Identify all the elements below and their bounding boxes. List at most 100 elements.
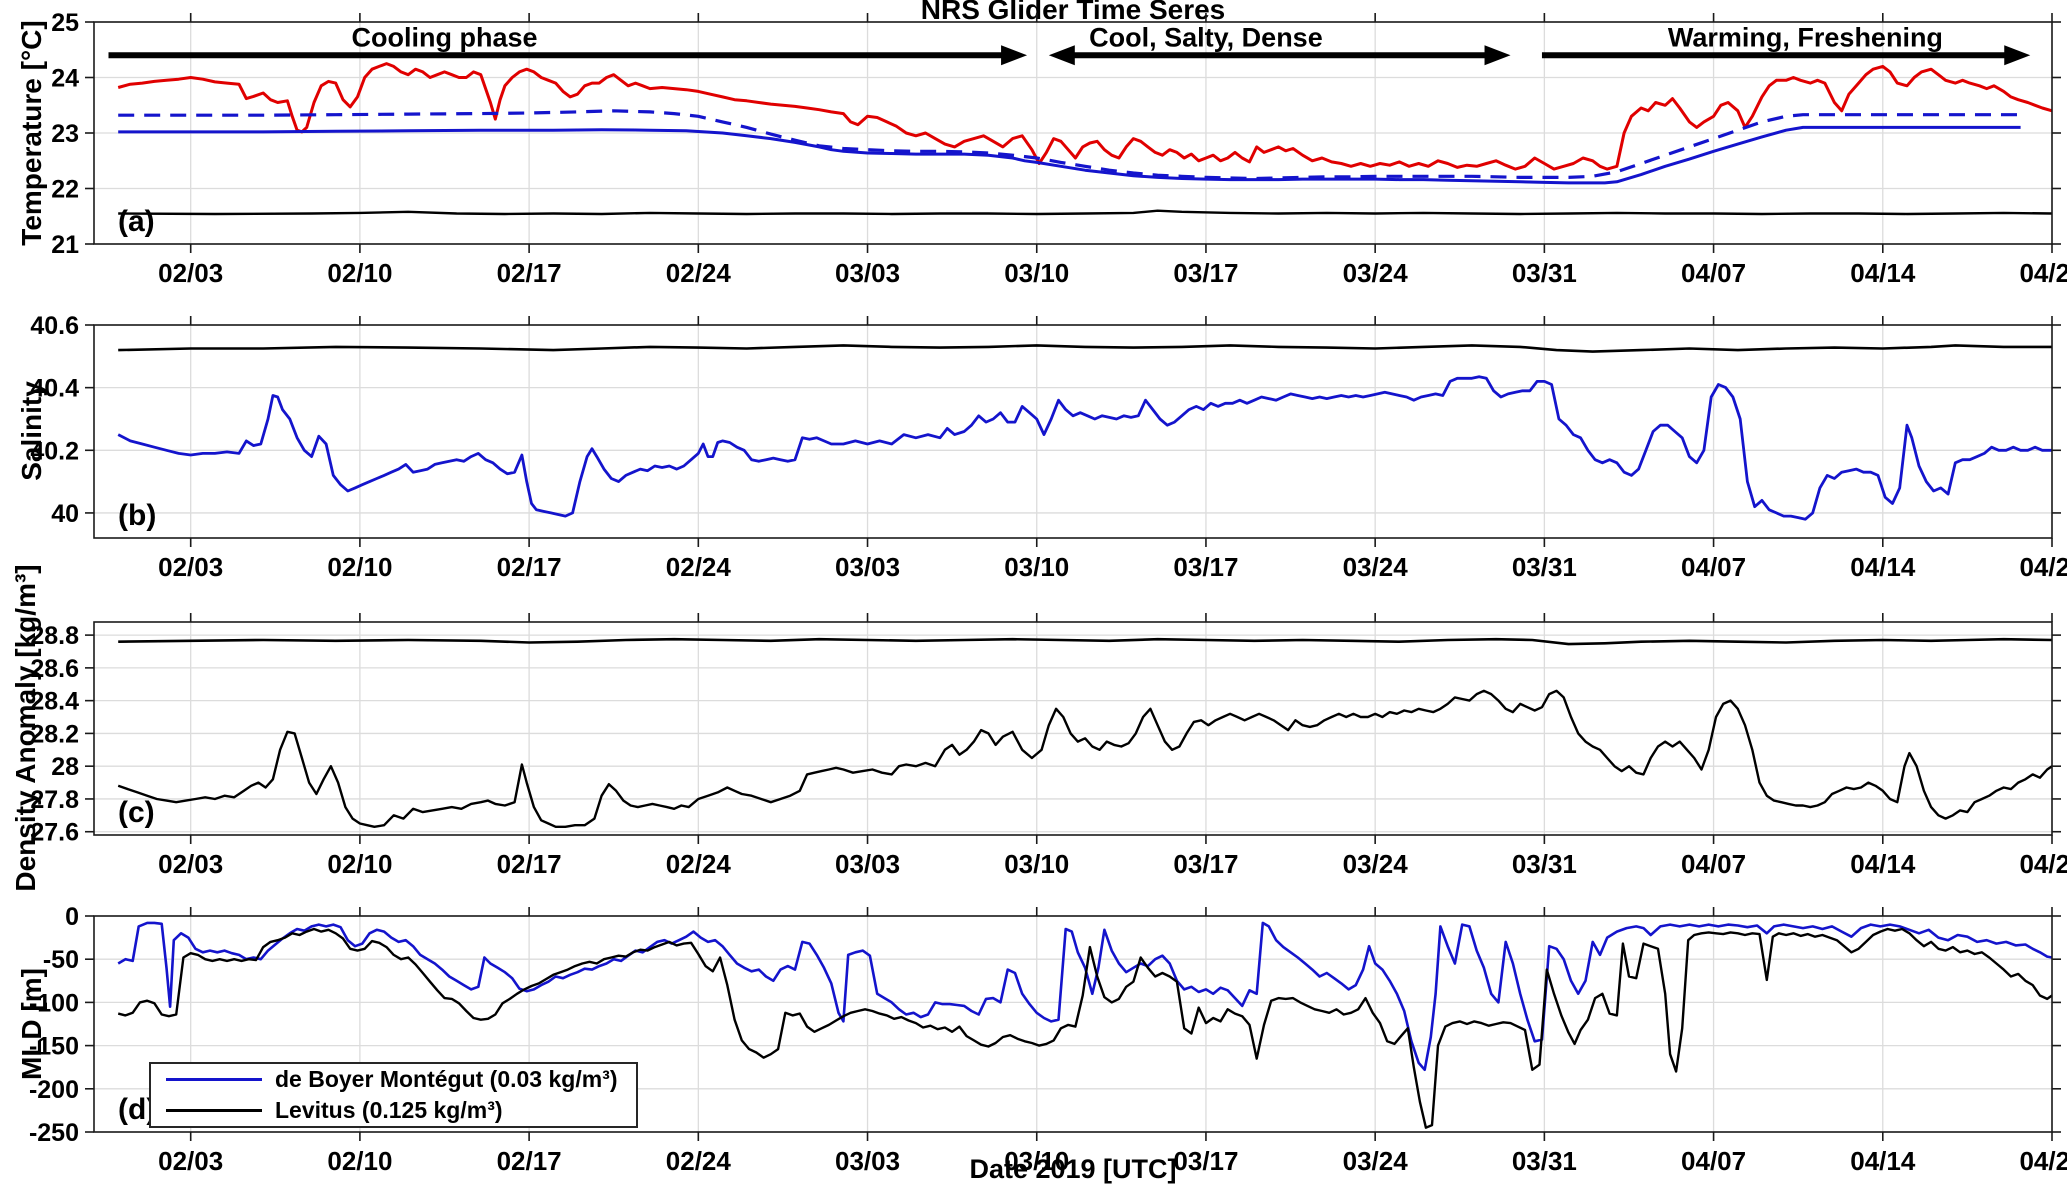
x-tick-label: 03/17 xyxy=(1173,1146,1238,1176)
x-tick-label: 03/03 xyxy=(835,849,900,879)
y-label-temperature: Temperature [°C] xyxy=(16,20,47,246)
x-tick-label: 02/17 xyxy=(497,552,562,582)
x-tick-label: 04/14 xyxy=(1850,1146,1916,1176)
y-tick-label: -200 xyxy=(29,1076,79,1104)
arrowhead-right-icon xyxy=(2004,45,2031,66)
tick-marks xyxy=(85,13,2061,253)
series-c-solid-000000 xyxy=(117,689,2053,828)
x-tick-label: 03/31 xyxy=(1512,258,1577,288)
x-tick-label: 02/10 xyxy=(327,1146,392,1176)
axes-box xyxy=(93,915,2053,1133)
x-tick-label: 04/14 xyxy=(1850,552,1916,582)
y-tick-label: 28.8 xyxy=(30,622,79,650)
y-tick-label: 40.6 xyxy=(30,312,79,340)
y-label-mld: MLD [m] xyxy=(16,968,47,1080)
panel-letter-a: (a) xyxy=(118,205,155,238)
series-a-solid-1414cc xyxy=(118,125,2021,185)
x-tick-label: 03/24 xyxy=(1343,552,1409,582)
chart-title: NRS Glider Time Seres xyxy=(921,0,1226,25)
y-tick-label: 28.4 xyxy=(30,688,79,716)
y-tick-label: 27.6 xyxy=(30,819,79,847)
x-tick-label: 02/24 xyxy=(666,552,732,582)
series-a-solid-000000 xyxy=(118,209,2053,216)
x-tick-label: 02/10 xyxy=(327,258,392,288)
x-tick-label: 02/24 xyxy=(666,1146,732,1176)
x-tick-label: 03/17 xyxy=(1173,849,1238,879)
panel-temperature: 02/03 02/10 02/17 02/24 03/03 03/10 03/17 03/24… xyxy=(51,9,2067,288)
x-tick-label: 04/07 xyxy=(1681,552,1746,582)
y-tick-label: 22 xyxy=(51,176,79,204)
panel-density-anomaly: 02/03 02/10 02/17 02/24 03/03 03/10 03/17 03/24… xyxy=(30,613,2067,879)
x-tick-label: 03/31 xyxy=(1512,1146,1577,1176)
series-b-solid-1414cc xyxy=(117,375,2052,521)
legend-row: Levitus (0.125 kg/m³) xyxy=(151,1095,636,1125)
arrowhead-right-icon xyxy=(1001,45,1028,66)
x-tick-label: 02/24 xyxy=(666,258,732,288)
y-tick-label: -50 xyxy=(43,946,79,974)
tick-marks xyxy=(85,907,2061,1141)
x-tick-label: 03/10 xyxy=(1004,1146,1069,1176)
mld-legend: de Boyer Montégut (0.03 kg/m³) Levitus (… xyxy=(149,1062,638,1128)
x-tick-label: 04/14 xyxy=(1850,849,1916,879)
x-tick-label: 02/10 xyxy=(327,849,392,879)
x-tick-label: 04/21 xyxy=(2019,258,2067,288)
phase-label: Cool, Salty, Dense xyxy=(1089,22,1323,52)
y-tick-label: 28.2 xyxy=(30,720,79,748)
x-tick-label: 02/10 xyxy=(327,552,392,582)
x-tick-label: 04/14 xyxy=(1850,258,1916,288)
phase-label: Warming, Freshening xyxy=(1668,22,1943,52)
y-tick-label: 27.8 xyxy=(30,786,79,814)
x-tick-label: 03/10 xyxy=(1004,552,1069,582)
black-line-swatch xyxy=(166,1108,262,1112)
x-tick-label: 04/21 xyxy=(2019,849,2067,879)
x-tick-label: 02/17 xyxy=(497,1146,562,1176)
x-tick-label: 03/03 xyxy=(835,552,900,582)
legend-row: de Boyer Montégut (0.03 kg/m³) xyxy=(151,1065,636,1095)
x-tick-label: 04/21 xyxy=(2019,552,2067,582)
arrowhead-right-icon xyxy=(1484,45,1511,66)
axes-box xyxy=(93,621,2053,836)
y-tick-label: 28 xyxy=(51,753,79,781)
tick-marks xyxy=(85,613,2061,844)
grid-lines xyxy=(94,622,2053,835)
series-b-solid-000000 xyxy=(118,344,2052,353)
phase-label: Cooling phase xyxy=(351,22,537,52)
series-a-solid-e00000 xyxy=(117,62,2053,171)
x-tick-label: 02/03 xyxy=(158,258,223,288)
x-tick-label: 04/21 xyxy=(2019,1146,2067,1176)
x-tick-label: 03/10 xyxy=(1004,849,1069,879)
axes-box xyxy=(93,324,2053,539)
x-tick-label: 03/31 xyxy=(1512,849,1577,879)
arrowhead-left-icon xyxy=(1048,45,1075,66)
y-tick-label: 25 xyxy=(51,9,79,37)
x-tick-label: 03/24 xyxy=(1343,258,1409,288)
x-tick-label: 03/03 xyxy=(835,1146,900,1176)
x-tick-label: 04/07 xyxy=(1681,1146,1746,1176)
y-label-salinity: Salinity xyxy=(16,381,47,481)
y-tick-label: -100 xyxy=(29,989,79,1017)
phase-annotation: Warming, Freshening xyxy=(1541,22,2031,66)
y-tick-label: -250 xyxy=(29,1119,79,1147)
y-tick-label: 23 xyxy=(51,120,79,148)
x-tick-label: 03/24 xyxy=(1343,1146,1409,1176)
x-tick-label: 02/17 xyxy=(497,258,562,288)
y-tick-label: 40.2 xyxy=(30,437,79,465)
x-tick-label: 02/03 xyxy=(158,552,223,582)
y-tick-label: -150 xyxy=(29,1033,79,1061)
x-tick-label: 03/31 xyxy=(1512,552,1577,582)
x-tick-label: 02/24 xyxy=(666,849,732,879)
x-tick-label: 03/10 xyxy=(1004,258,1069,288)
x-tick-label: 02/17 xyxy=(497,849,562,879)
grid-lines xyxy=(94,324,2053,538)
tick-marks xyxy=(85,316,2061,547)
panel-mld: 02/03 02/10 02/17 02/24 03/03 03/10 03/17 03/24… xyxy=(29,903,2067,1176)
x-axis-label: Date 2019 [UTC] xyxy=(969,1154,1176,1184)
y-tick-label: 21 xyxy=(51,231,79,259)
x-tick-label: 03/17 xyxy=(1173,258,1238,288)
y-tick-label: 24 xyxy=(51,65,79,93)
panel-salinity: 02/03 02/10 02/17 02/24 03/03 03/10 03/17 03/24… xyxy=(30,312,2067,582)
series-d-solid-000000 xyxy=(117,927,2053,1129)
x-tick-label: 03/17 xyxy=(1173,552,1238,582)
legend-label-deboyer: de Boyer Montégut (0.03 kg/m³) xyxy=(275,1066,618,1093)
